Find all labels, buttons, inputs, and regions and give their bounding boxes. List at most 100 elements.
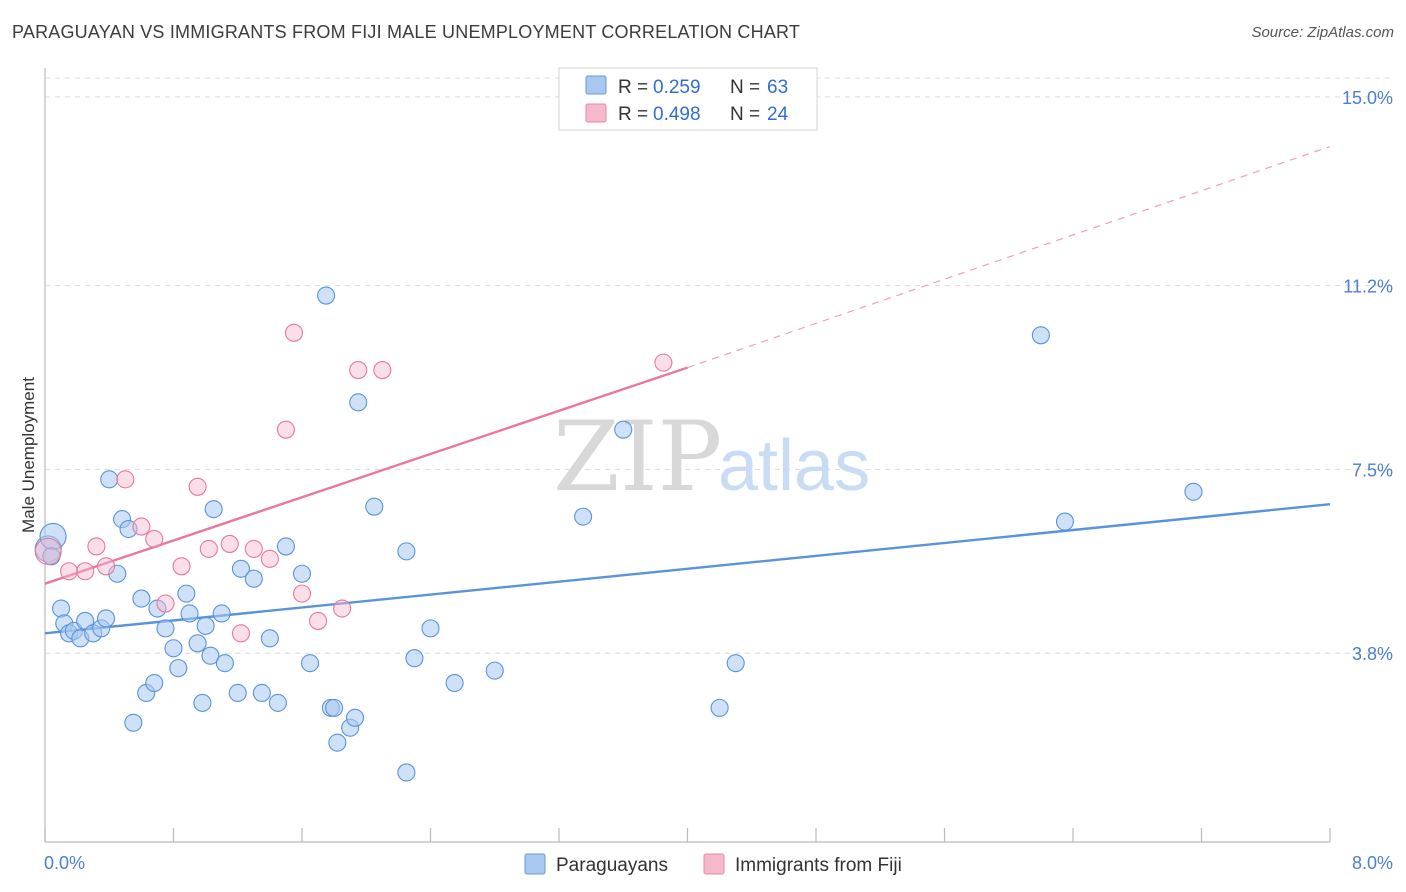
point-paraguayans (614, 420, 633, 439)
point-paraguayans (196, 616, 215, 635)
point-paraguayans (397, 542, 416, 561)
point-fiji (349, 361, 368, 380)
point-paraguayans (231, 559, 251, 578)
point-fiji (292, 584, 312, 603)
point-paraguayans (292, 564, 312, 583)
point-paraguayans (228, 683, 247, 703)
point-fiji (231, 624, 251, 643)
point-paraguayans (397, 763, 416, 782)
point-paraguayans (193, 693, 212, 712)
point-paraguayans (317, 286, 336, 305)
point-fiji (373, 361, 392, 380)
point-fiji (199, 539, 218, 558)
point-paraguayans (145, 673, 164, 693)
legend-n-label-1: N = (730, 77, 760, 98)
point-fiji (96, 557, 116, 576)
point-paraguayans (215, 654, 234, 673)
chart-title: PARAGUAYAN VS IMMIGRANTS FROM FIJI MALE … (12, 22, 801, 42)
bottom-legend-swatch-paraguayans (524, 853, 546, 875)
source-label: Source: ZipAtlas.com (1251, 24, 1394, 41)
bottom-legend-fiji: Immigrants from Fiji (735, 855, 902, 876)
point-paraguayans (52, 599, 71, 618)
point-fiji (260, 549, 279, 568)
point-paraguayans (574, 507, 593, 526)
legend-swatch-fiji (585, 103, 607, 123)
point-paraguayans (212, 604, 231, 623)
watermark-atlas: atlas (718, 426, 870, 506)
point-paraguayans (445, 673, 464, 693)
point-paraguayans (100, 470, 119, 489)
bottom-legend-swatch-fiji (703, 853, 725, 875)
point-paraguayans (124, 713, 143, 732)
point-paraguayans (268, 693, 287, 712)
y-tick-labels: 3.8% 7.5% 11.2% 15.0% (1342, 88, 1393, 664)
point-paraguayans (177, 584, 196, 603)
point-paraguayans (485, 661, 504, 680)
legend-n-value-2: 24 (767, 104, 789, 125)
x-tick-labels: 0.0% 8.0% (44, 853, 1393, 873)
point-fiji (60, 562, 79, 581)
legend-r-value-2: 0.498 (653, 104, 701, 125)
legend-r-label-1: R = (618, 77, 648, 98)
point-fiji (333, 599, 352, 618)
point-paraguayans (726, 654, 745, 673)
point-paraguayans (204, 500, 223, 519)
point-paraguayans (260, 629, 279, 648)
x-tick-label-end: 8.0% (1352, 853, 1393, 873)
point-paraguayans (276, 537, 295, 556)
y-tick-label: 11.2% (1343, 277, 1393, 297)
trend-line-fiji-extension (687, 145, 1331, 369)
point-fiji (654, 353, 673, 372)
point-paraguayans (300, 654, 320, 673)
legend-r-value-1: 0.259 (653, 77, 701, 98)
point-paraguayans (1184, 482, 1203, 501)
point-paraguayans (108, 564, 127, 583)
legend-swatch-paraguayans (585, 75, 607, 95)
axes (44, 68, 1331, 843)
point-fiji (172, 557, 191, 576)
point-fiji (276, 420, 295, 439)
point-fiji (284, 323, 304, 342)
legend: R = 0.259 N = 63 R = 0.498 N = 24 (558, 67, 818, 131)
point-fiji (309, 611, 328, 630)
point-paraguayans (252, 683, 271, 703)
y-tick-label: 15.0% (1342, 88, 1393, 108)
point-fiji (87, 537, 106, 556)
bottom-legend: Paraguayans Immigrants from Fiji (524, 853, 902, 876)
bottom-legend-paraguayans: Paraguayans (556, 855, 668, 876)
point-fiji (244, 539, 263, 558)
point-paraguayans (365, 497, 384, 516)
point-fiji (76, 562, 95, 581)
y-axis-label: Male Unemployment (19, 377, 38, 533)
point-paraguayans (710, 698, 729, 717)
trend-line-paraguayans (44, 502, 1331, 635)
point-paraguayans (328, 733, 347, 752)
data-points (34, 286, 1203, 782)
point-paraguayans (156, 619, 175, 638)
point-paraguayans (169, 659, 188, 678)
point-paraguayans (244, 569, 263, 588)
point-fiji (188, 477, 207, 496)
point-paraguayans (164, 639, 183, 658)
watermark-zip: ZIP (553, 401, 722, 513)
point-paraguayans (421, 619, 440, 638)
point-paraguayans (1055, 512, 1075, 531)
x-tick-label-start: 0.0% (44, 853, 85, 873)
point-fiji (156, 594, 175, 613)
legend-n-label-2: N = (730, 104, 760, 125)
point-paraguayans (1031, 326, 1050, 345)
point-fiji (132, 517, 151, 536)
watermark: ZIP atlas (553, 401, 870, 513)
point-fiji (220, 534, 239, 553)
point-fiji (116, 470, 135, 489)
point-paraguayans (325, 698, 344, 717)
point-paraguayans (180, 604, 199, 623)
point-fiji (145, 529, 164, 549)
point-paraguayans (96, 609, 116, 628)
point-paraguayans (132, 589, 151, 608)
point-paraguayans (188, 634, 207, 653)
point-paraguayans (405, 649, 424, 668)
y-tick-label: 3.8% (1352, 644, 1393, 664)
point-paraguayans (349, 393, 368, 412)
